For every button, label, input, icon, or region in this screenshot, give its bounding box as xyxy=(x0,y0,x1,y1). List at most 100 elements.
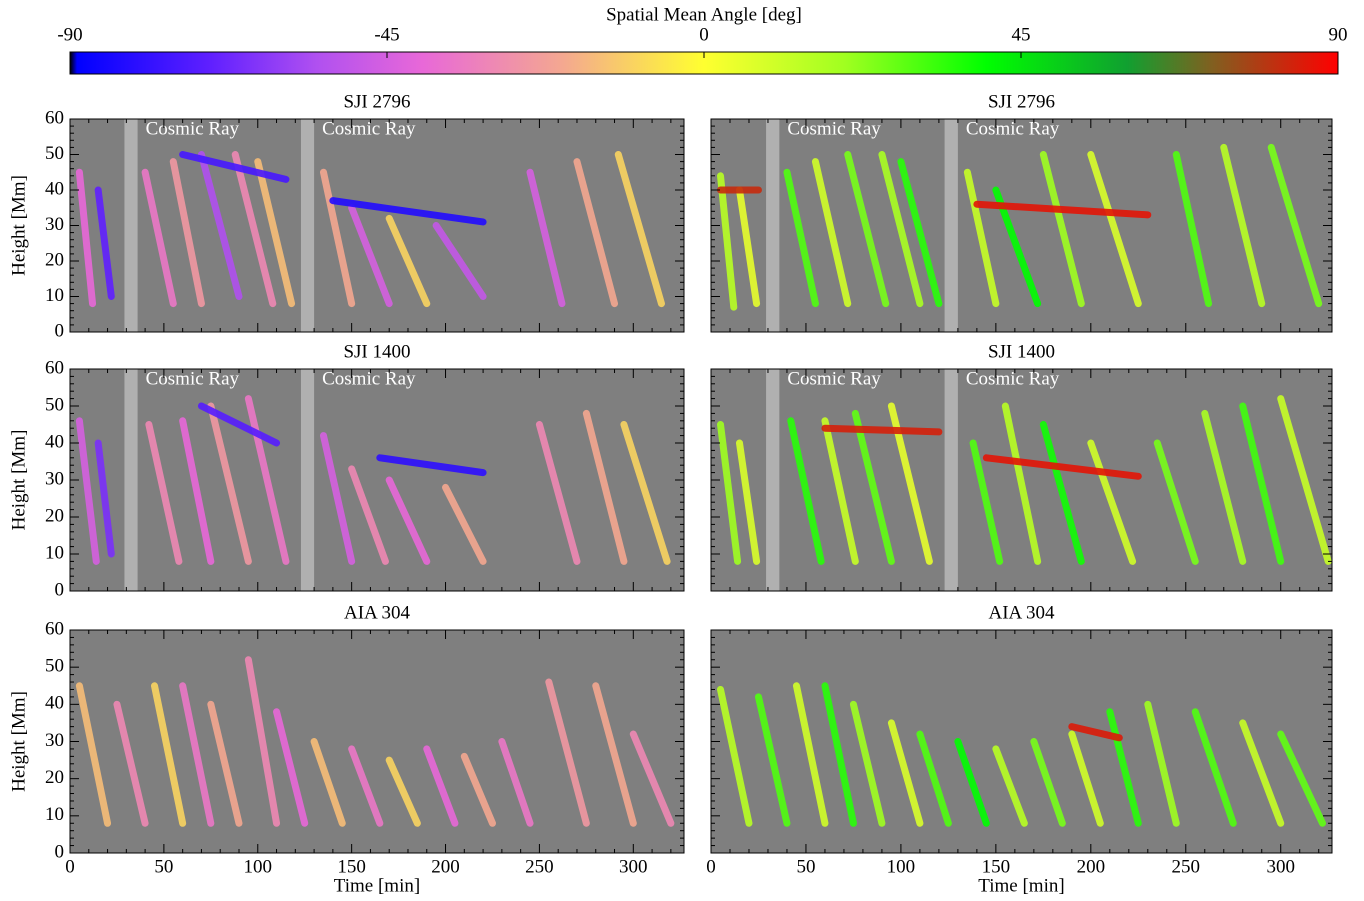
streak xyxy=(1239,402,1285,565)
band-label: Cosmic Ray xyxy=(322,118,416,139)
band-label: Cosmic Ray xyxy=(787,118,881,139)
streak xyxy=(969,439,1004,565)
streak xyxy=(1087,439,1137,565)
streak xyxy=(319,432,356,565)
streak xyxy=(319,168,356,308)
streak xyxy=(851,409,895,565)
streak xyxy=(113,700,149,827)
y-tick-label: 0 xyxy=(55,320,65,341)
y-tick-label: 0 xyxy=(55,579,65,600)
panel-data xyxy=(716,369,1332,591)
streak xyxy=(348,204,393,308)
y-tick-label: 60 xyxy=(45,357,64,378)
streak xyxy=(620,421,671,565)
panel-data xyxy=(75,369,671,591)
panel-title: AIA 304 xyxy=(989,602,1055,623)
streak xyxy=(629,730,675,827)
streak xyxy=(992,745,1028,827)
streak xyxy=(535,421,581,565)
y-tick-label: 60 xyxy=(45,107,64,128)
y-axis-label: Height [Mm] xyxy=(8,175,29,276)
streak xyxy=(75,417,100,565)
colorbar-tick-label: 0 xyxy=(699,24,709,45)
streak xyxy=(954,738,990,827)
panel: Cosmic Ray Cosmic Ray SJI 2796 xyxy=(710,91,1333,333)
streak xyxy=(735,439,761,565)
streak xyxy=(1068,723,1123,742)
x-axis-label: Time [min] xyxy=(978,875,1064,896)
streak xyxy=(1030,738,1066,827)
streak xyxy=(385,214,431,308)
streak xyxy=(94,186,115,300)
colorbar-tick-label: 45 xyxy=(1012,24,1031,45)
panel: AIA 304 0 50 100 150 200 250 300 Time [min] xyxy=(706,602,1333,896)
streak xyxy=(735,186,761,308)
streak xyxy=(1039,421,1085,565)
streak xyxy=(75,682,112,827)
streak xyxy=(329,197,487,226)
streak xyxy=(716,421,742,565)
x-tick-label: 0 xyxy=(706,856,716,877)
streak xyxy=(526,168,566,308)
streak xyxy=(376,454,487,477)
streak xyxy=(423,745,459,827)
x-tick-label: 300 xyxy=(619,856,648,877)
x-tick-label: 100 xyxy=(887,856,916,877)
y-tick-label: 50 xyxy=(45,394,64,415)
y-tick-label: 20 xyxy=(45,249,64,270)
streak xyxy=(1267,143,1323,308)
x-tick-label: 150 xyxy=(982,856,1011,877)
band-label: Cosmic Ray xyxy=(146,118,240,139)
y-tick-label: 20 xyxy=(45,505,64,526)
streak xyxy=(244,656,281,827)
streak xyxy=(821,417,859,565)
streak xyxy=(207,700,243,827)
panel-background xyxy=(711,119,1332,332)
panel-data xyxy=(75,656,675,827)
streak xyxy=(141,168,177,308)
streak xyxy=(716,685,753,827)
cosmic-ray-band xyxy=(766,119,780,332)
streak xyxy=(1201,409,1247,565)
streak xyxy=(582,409,628,565)
cosmic-ray-band xyxy=(124,369,138,591)
streak xyxy=(273,708,309,827)
x-tick-label: 50 xyxy=(154,856,173,877)
streak xyxy=(897,158,943,308)
streak xyxy=(231,151,277,308)
streak xyxy=(460,752,496,827)
streak xyxy=(1191,708,1237,827)
band-label: Cosmic Ray xyxy=(966,118,1060,139)
streak xyxy=(821,424,943,436)
panel-data xyxy=(716,119,1323,332)
streak xyxy=(169,158,205,308)
streak xyxy=(197,402,281,447)
streak xyxy=(716,172,738,311)
panel-title: SJI 2796 xyxy=(343,91,410,112)
streak xyxy=(811,158,852,308)
streak xyxy=(1239,719,1285,827)
y-tick-label: 0 xyxy=(55,841,65,862)
band-label: Cosmic Ray xyxy=(322,368,416,389)
cosmic-ray-band xyxy=(944,369,958,591)
streak xyxy=(878,151,924,308)
streak xyxy=(1001,402,1042,565)
y-axis-label: Height [Mm] xyxy=(8,430,29,531)
panel: Cosmic Ray Cosmic Ray SJI 1400 xyxy=(710,341,1333,592)
streak xyxy=(973,200,1152,219)
y-tick-label: 10 xyxy=(45,285,64,306)
cosmic-ray-band xyxy=(766,369,780,591)
panel-data xyxy=(75,119,665,332)
streak xyxy=(573,158,619,308)
x-tick-label: 0 xyxy=(65,856,75,877)
x-tick-label: 250 xyxy=(1172,856,1201,877)
x-tick-label: 150 xyxy=(337,856,366,877)
streak xyxy=(94,439,115,558)
streak xyxy=(614,151,665,308)
panel: Cosmic Ray Cosmic Ray SJI 2796 0 10 20 30 40 50 6… xyxy=(8,91,685,341)
cosmic-ray-band xyxy=(944,119,958,332)
streak xyxy=(179,417,215,565)
band-label: Cosmic Ray xyxy=(966,368,1060,389)
y-tick-label: 40 xyxy=(45,431,64,452)
